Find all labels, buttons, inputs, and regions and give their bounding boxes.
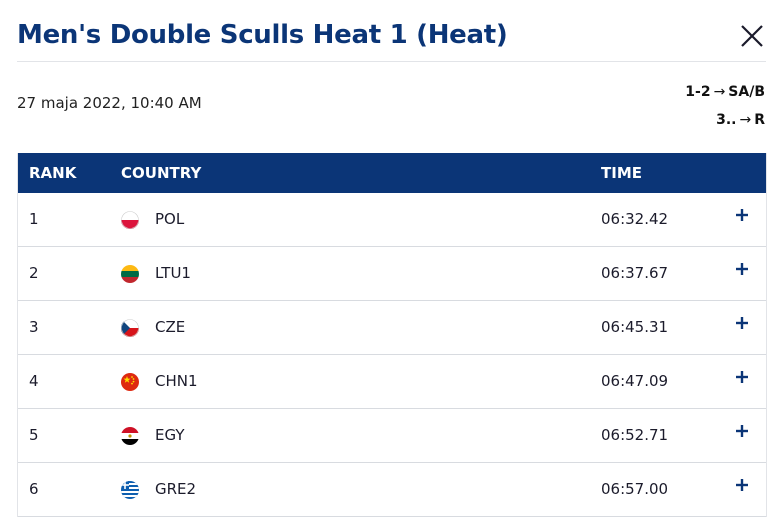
column-header-time: TIME — [601, 164, 642, 182]
table-row[interactable]: 3 CZE 06:45.31 — [18, 301, 766, 355]
flag-icon — [121, 373, 139, 391]
plus-icon — [736, 317, 748, 329]
header-divider — [17, 61, 766, 62]
flag-icon — [121, 265, 139, 283]
country-cell: EGY — [155, 426, 185, 444]
table-row[interactable]: 4 CHN1 06:47.09 — [18, 355, 766, 409]
country-cell: CZE — [155, 318, 186, 336]
table-row[interactable]: 2 LTU1 06:37.67 — [18, 247, 766, 301]
plus-icon — [736, 209, 748, 221]
rank-cell: 3 — [29, 318, 39, 336]
expand-row-button[interactable] — [734, 369, 750, 385]
expand-row-button[interactable] — [734, 477, 750, 493]
table-row[interactable]: 5 EGY 06:52.71 — [18, 409, 766, 463]
column-header-rank: RANK — [29, 164, 77, 182]
rank-cell: 1 — [29, 210, 39, 228]
plus-icon — [736, 371, 748, 383]
flag-icon — [121, 211, 139, 229]
time-cell: 06:32.42 — [601, 210, 669, 228]
close-icon — [741, 25, 763, 47]
expand-row-button[interactable] — [734, 261, 750, 277]
close-button[interactable] — [738, 22, 766, 50]
time-cell: 06:52.71 — [601, 426, 669, 444]
plus-icon — [736, 263, 748, 275]
progression-rule: 1-2 → SA/B — [685, 84, 765, 100]
flag-icon — [121, 481, 139, 499]
arrow-icon: → — [713, 84, 726, 100]
flag-icon — [121, 319, 139, 337]
time-cell: 06:47.09 — [601, 372, 669, 390]
arrow-icon: → — [739, 112, 752, 128]
page-title: Men's Double Sculls Heat 1 (Heat) — [17, 20, 508, 50]
expand-row-button[interactable] — [734, 207, 750, 223]
country-cell: LTU1 — [155, 264, 191, 282]
table-row[interactable]: 1 POL 06:32.42 — [18, 193, 766, 247]
race-date: 27 maja 2022, 10:40 AM — [17, 94, 202, 112]
country-cell: CHN1 — [155, 372, 198, 390]
rank-cell: 4 — [29, 372, 39, 390]
progression-rule: 3.. → R — [716, 112, 765, 128]
progression-rules: 1-2 → SA/B 3.. → R — [685, 78, 765, 134]
expand-row-button[interactable] — [734, 315, 750, 331]
plus-icon — [736, 425, 748, 437]
country-cell: POL — [155, 210, 185, 228]
plus-icon — [736, 479, 748, 491]
expand-row-button[interactable] — [734, 423, 750, 439]
table-header: RANK COUNTRY TIME — [18, 153, 766, 193]
time-cell: 06:57.00 — [601, 480, 669, 498]
flag-icon — [121, 427, 139, 445]
rank-cell: 6 — [29, 480, 39, 498]
table-row[interactable]: 6 GRE2 06:57.00 — [18, 463, 766, 517]
column-header-country: COUNTRY — [121, 164, 202, 182]
rank-cell: 2 — [29, 264, 39, 282]
time-cell: 06:37.67 — [601, 264, 669, 282]
results-table: RANK COUNTRY TIME 1 POL 06:32.42 2 LTU1 06:37… — [17, 153, 767, 517]
country-cell: GRE2 — [155, 480, 197, 498]
time-cell: 06:45.31 — [601, 318, 669, 336]
rank-cell: 5 — [29, 426, 39, 444]
